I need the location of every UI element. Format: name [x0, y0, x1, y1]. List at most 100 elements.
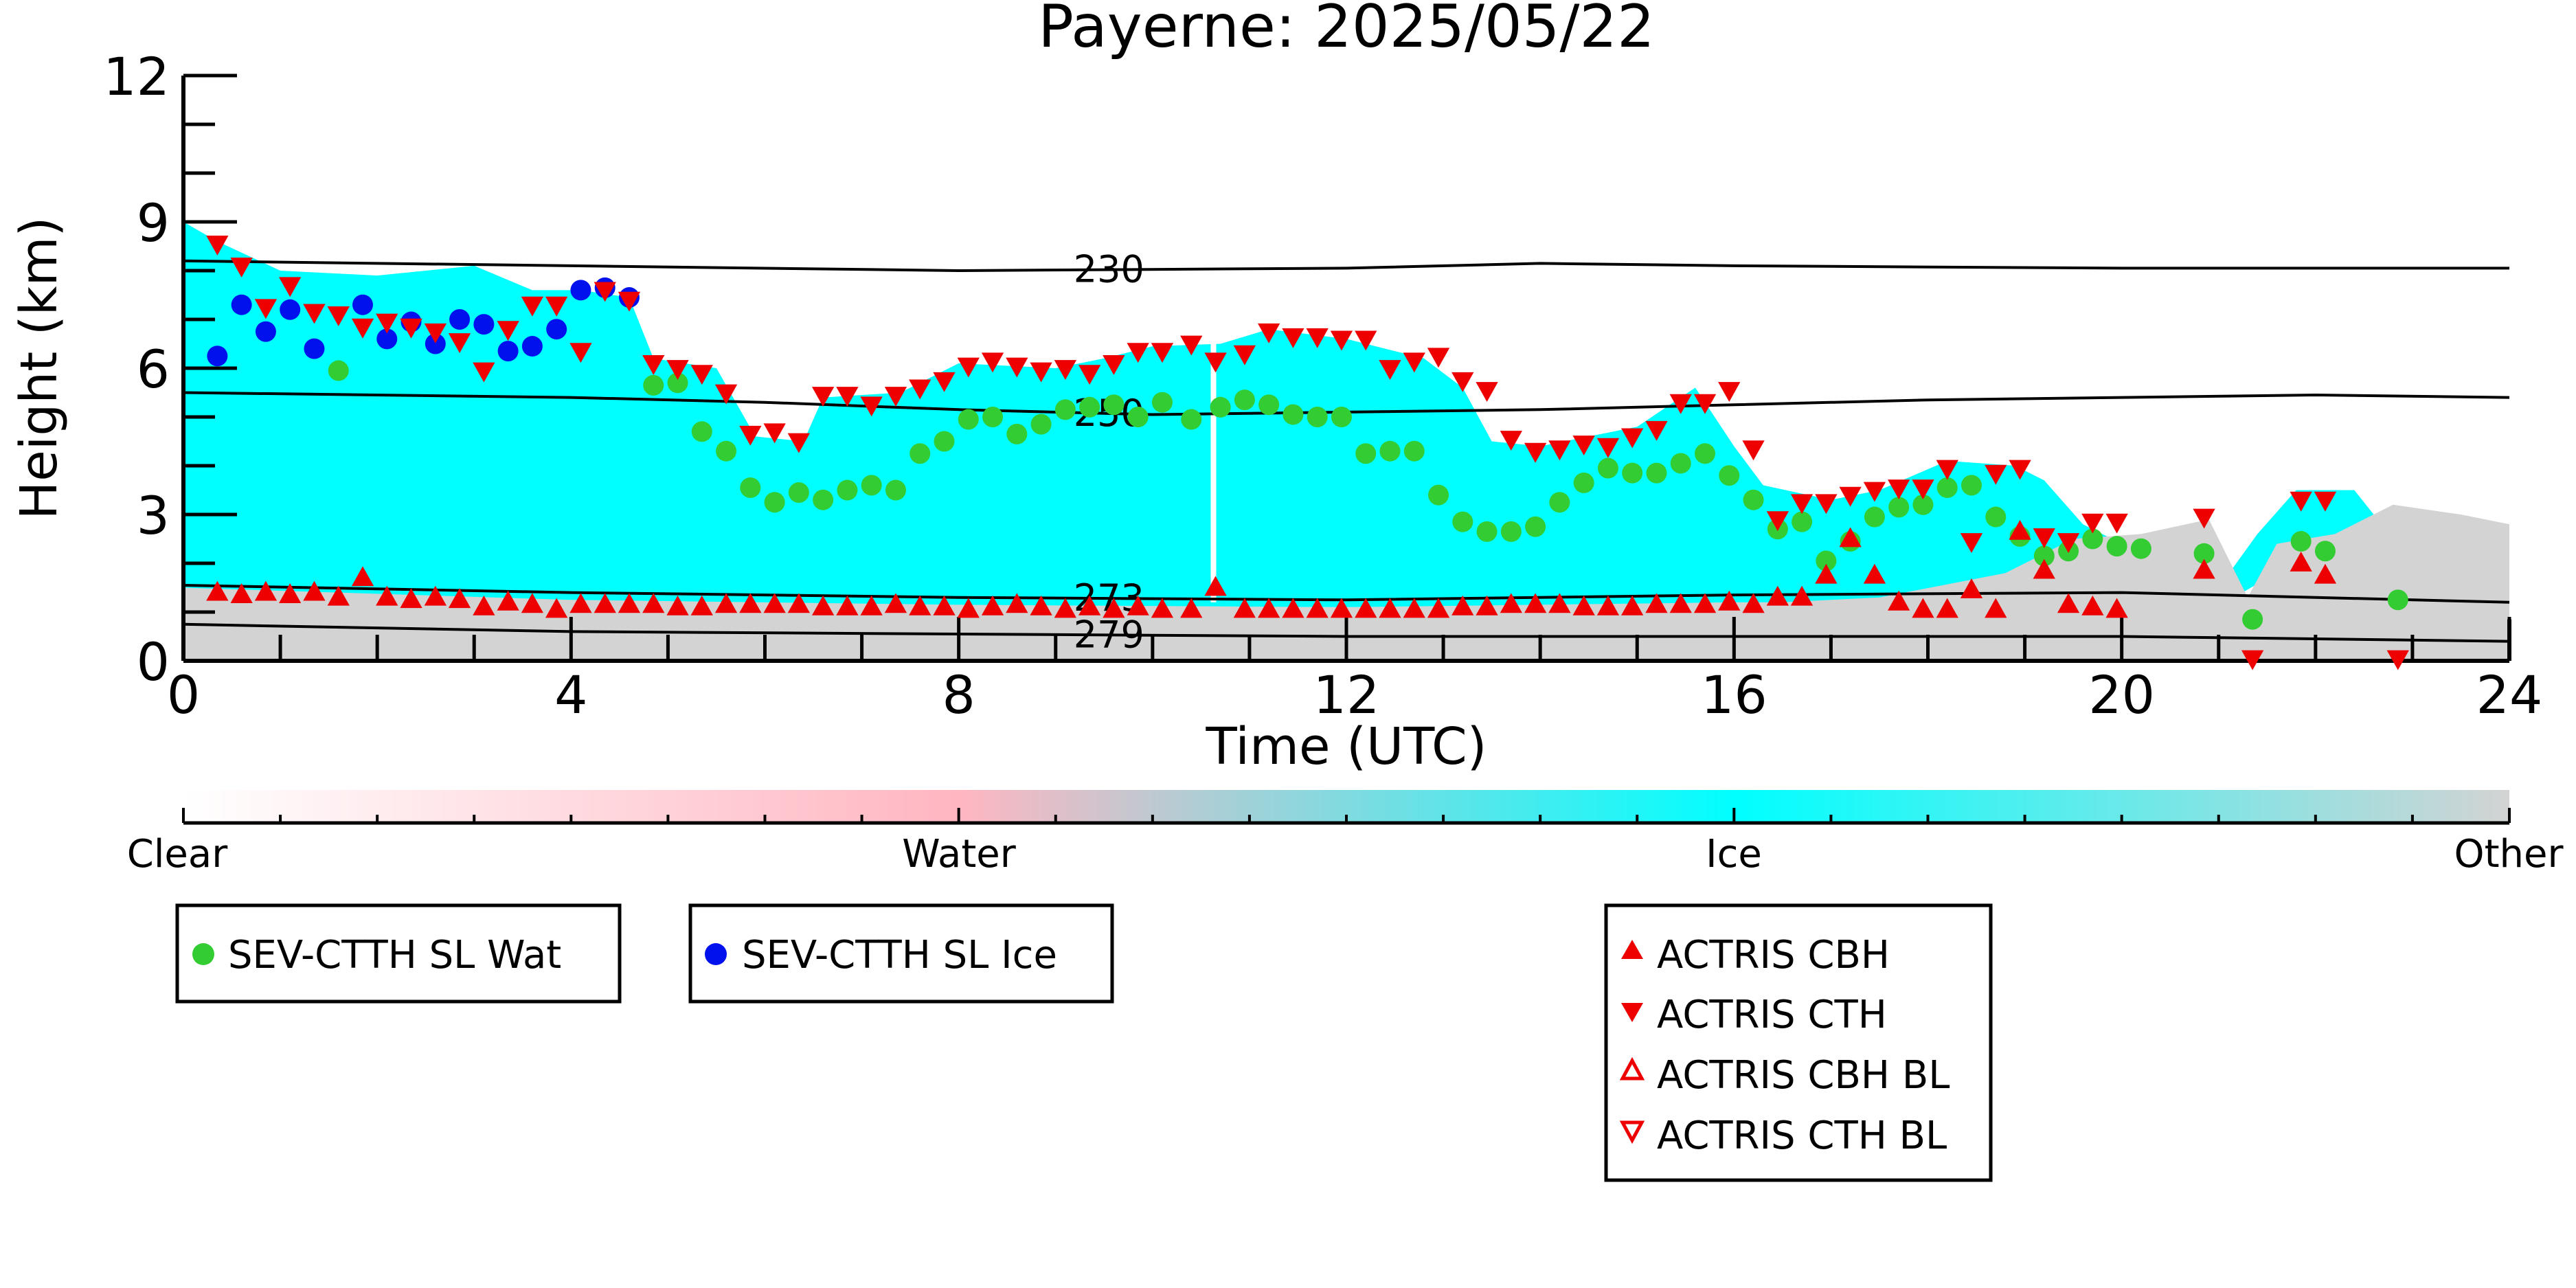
actris-cth-point [1766, 511, 1789, 532]
actris-cbh-point [2081, 595, 2104, 615]
sev-ctth-sl-ice-point [546, 319, 567, 340]
y-tick-label: 6 [137, 339, 170, 400]
actris-cth-point [1548, 440, 1571, 461]
actris-cbh-point [690, 595, 713, 615]
sev-ctth-sl-wat-point [1234, 389, 1255, 411]
sev-ctth-sl-wat-point [1428, 484, 1449, 506]
sev-ctth-sl-ice-point [304, 338, 325, 359]
sev-ctth-sl-wat-point [2314, 541, 2336, 562]
sev-ctth-sl-wat-point [1622, 462, 1643, 484]
actris-cth-point [1572, 436, 1595, 455]
sev-ctth-sl-wat-point [2082, 528, 2103, 550]
actris-cbh-point [1403, 598, 1425, 618]
actris-cth-point [230, 258, 253, 278]
sev-ctth-sl-wat-point [740, 477, 761, 498]
actris-cbh-point [1718, 590, 1741, 611]
actris-cbh-point [618, 593, 641, 613]
actris-cth-point [1204, 352, 1227, 373]
actris-cbh-point [1500, 593, 1522, 613]
actris-cbh-point [1258, 598, 1280, 618]
actris-cth-point [1282, 328, 1304, 348]
other-region [183, 504, 2509, 661]
actris-cbh-point [594, 593, 616, 613]
x-tick-label: 4 [554, 664, 587, 725]
actris-cbh-point [1103, 598, 1125, 618]
sev-ctth-sl-wat-point [837, 479, 858, 501]
sev-ctth-sl-ice-point [376, 328, 398, 350]
actris-cbh-point [763, 593, 786, 613]
actris-cth-point [739, 425, 762, 446]
actris-cbh-point [400, 588, 422, 609]
actris-cth-point [1451, 372, 1474, 392]
sev-ctth-sl-ice-point [231, 294, 252, 315]
actris-cth-point [1103, 355, 1125, 375]
actris-cbh-point [2105, 598, 2128, 618]
actris-cth-point [884, 387, 907, 407]
actris-cbh-point [787, 593, 810, 613]
actris-cbh-point [1888, 590, 1910, 611]
axes: 0 3 6 9 12 0 4 8 12 16 20 24 [103, 46, 2542, 725]
actris-cbh-point [1306, 598, 1329, 618]
actris-cbh-point [230, 583, 253, 603]
sev-ctth-sl-wat-point [1936, 477, 1958, 498]
isotherm-label-279: 279 [1074, 613, 1144, 656]
sev-ctth-sl-wat-point [1549, 492, 1570, 513]
actris-cbh-point [1985, 598, 2007, 618]
actris-cth-point [1151, 343, 1174, 363]
data-points [206, 236, 2409, 670]
actris-cth-point [327, 306, 350, 326]
sev-ctth-sl-ice-point [255, 321, 276, 342]
actris-cth-point [400, 318, 422, 339]
actris-cth-point [497, 321, 519, 341]
colorbar-ticks [182, 808, 2511, 825]
actris-cth-point [254, 299, 278, 319]
sev-ctth-sl-wat-point [1210, 396, 1231, 418]
actris-cth-point [2081, 513, 2104, 534]
sev-ctth-sl-wat-point [1258, 394, 1280, 416]
actris-cth-point [1524, 442, 1547, 463]
actris-cbh-point [1282, 598, 1304, 618]
actris-cth-point [1355, 330, 1377, 351]
sev-ctth-sl-wat-point [1283, 404, 1304, 425]
actris-cth-point [351, 318, 374, 339]
sev-ctth-sl-wat-point [934, 431, 955, 452]
y-tick-label: 9 [137, 192, 170, 253]
sev-ctth-sl-ice-point [521, 336, 543, 357]
sev-ctth-sl-wat-point [1103, 394, 1125, 416]
sev-ctth-sl-wat-point [1864, 506, 1885, 528]
actris-cth-point [1742, 440, 1765, 461]
actris-cbh-point [933, 595, 956, 615]
legend-label-cbh: ACTRIS CBH [1657, 933, 1890, 978]
actris-cth-point [1790, 494, 1814, 515]
actris-cbh-point [497, 590, 519, 611]
actris-cth-point [909, 379, 931, 400]
actris-cbh-point [1330, 598, 1353, 618]
actris-cth-point [1669, 394, 1692, 414]
actris-cbh-point [1379, 598, 1401, 618]
sev-ctth-sl-wat-point [1127, 407, 1149, 427]
actris-cth-point [1427, 348, 1450, 368]
actris-cbh-point [1151, 598, 1174, 618]
sev-ctth-sl-wat-point [643, 374, 664, 396]
sev-ctth-sl-wat-point [2130, 538, 2151, 559]
sev-ctth-sl-wat-point [1719, 465, 1740, 486]
sev-ctth-sl-wat-point [1030, 414, 1052, 435]
sev-ctth-sl-wat-point [1597, 457, 1618, 479]
sev-ctth-sl-wat-point [1079, 396, 1100, 418]
actris-cth-point [642, 355, 665, 375]
actris-cbh-point [1427, 598, 1450, 618]
sev-ctth-sl-wat-point [691, 421, 712, 442]
legend-label-cth-bl: ACTRIS CTH BL [1657, 1114, 1947, 1158]
actris-cbh-point [1742, 593, 1765, 613]
actris-cbh-point [1960, 578, 1983, 598]
actris-cth-point [303, 304, 326, 324]
sev-ctth-sl-wat-point [2387, 589, 2408, 611]
sev-ctth-sl-wat-point [885, 479, 906, 501]
ice-region [183, 222, 2374, 612]
actris-cbh-point [1548, 593, 1571, 613]
actris-cth-point [1330, 330, 1353, 351]
sev-ctth-sl-wat-point [1912, 494, 1934, 515]
actris-cth-point [1127, 343, 1149, 363]
actris-cth-point [2193, 508, 2215, 529]
actris-cbh-point [1839, 527, 1862, 547]
